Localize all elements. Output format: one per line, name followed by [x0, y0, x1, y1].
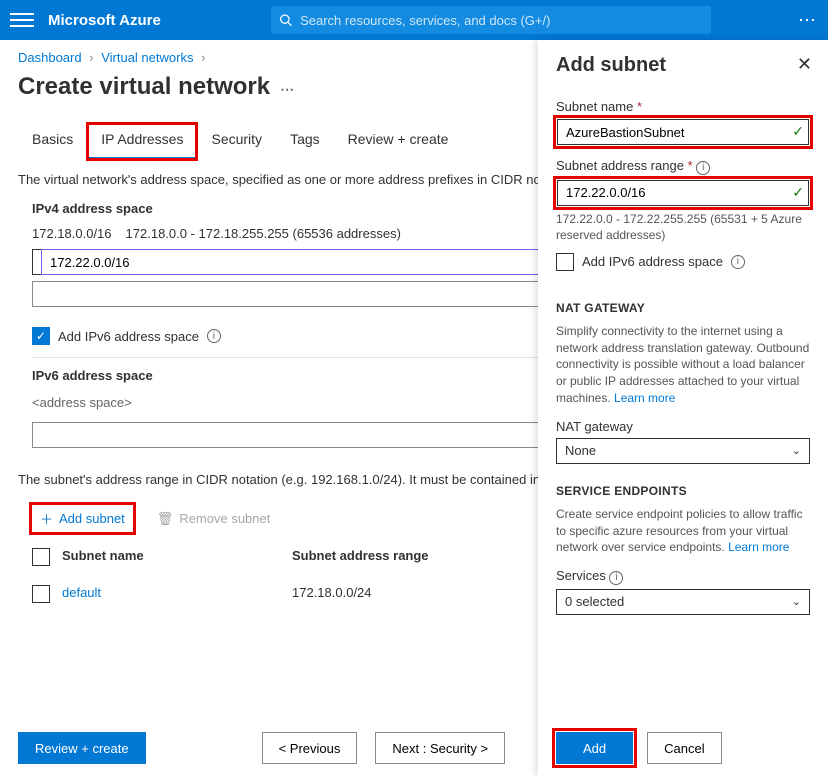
subnet-range-hint: 172.22.0.0 - 172.22.255.255 (65531 + 5 A…	[556, 211, 810, 243]
info-icon[interactable]: i	[609, 571, 623, 585]
nat-select-value: None	[565, 443, 596, 458]
chevron-down-icon: ⌄	[792, 444, 801, 457]
row-checkbox[interactable]	[32, 585, 50, 603]
previous-button[interactable]: < Previous	[262, 732, 358, 764]
tab-review[interactable]: Review + create	[334, 123, 463, 160]
select-all-checkbox[interactable]	[32, 548, 50, 566]
trash-icon: 🗑	[157, 511, 174, 527]
search-icon	[279, 13, 292, 27]
check-icon: ✓	[792, 123, 804, 140]
main-content: Dashboard › Virtual networks › Create vi…	[0, 40, 828, 776]
panel-ipv6-label: Add IPv6 address space	[582, 254, 723, 269]
subnet-name-input[interactable]	[557, 119, 809, 145]
subnet-name-field[interactable]: ✓	[556, 118, 810, 146]
search-input[interactable]	[300, 13, 703, 28]
global-search[interactable]	[271, 6, 711, 34]
ipv4-existing-cidr: 172.18.0.0/16	[32, 226, 112, 241]
nat-gateway-select[interactable]: None ⌄	[556, 438, 810, 464]
nat-gateway-label: NAT gateway	[556, 419, 810, 434]
services-select[interactable]: 0 selected ⌄	[556, 589, 810, 615]
brand-label: Microsoft Azure	[48, 12, 161, 29]
hamburger-icon[interactable]	[10, 13, 34, 27]
close-icon[interactable]: ✕	[797, 54, 812, 75]
more-icon[interactable]: ⋯	[798, 10, 818, 31]
panel-footer: Add Cancel	[556, 732, 810, 764]
panel-ipv6-row: Add IPv6 address space i	[556, 243, 810, 281]
remove-subnet-label: Remove subnet	[179, 511, 270, 526]
subnet-name-link[interactable]: default	[62, 585, 101, 600]
col-subnet-name: Subnet name	[62, 548, 292, 569]
se-learn-more-link[interactable]: Learn more	[728, 540, 789, 554]
se-section-header: SERVICE ENDPOINTS	[556, 484, 810, 498]
add-button[interactable]: Add	[556, 732, 633, 764]
tab-ip-addresses[interactable]: IP Addresses	[87, 123, 197, 160]
nat-learn-more-link[interactable]: Learn more	[614, 391, 675, 405]
subnet-range-input[interactable]	[557, 180, 809, 206]
chevron-right-icon: ›	[89, 50, 93, 65]
subnet-range-label: Subnet address range * i	[556, 158, 810, 175]
tab-basics[interactable]: Basics	[18, 123, 87, 160]
plus-icon: ＋	[40, 509, 53, 528]
next-button[interactable]: Next : Security >	[375, 732, 505, 764]
breadcrumb-dashboard[interactable]: Dashboard	[18, 50, 82, 65]
remove-subnet-button: 🗑 Remove subnet	[149, 507, 279, 531]
info-icon[interactable]: i	[696, 161, 710, 175]
ipv6-checkbox-label: Add IPv6 address space	[58, 329, 199, 344]
add-subnet-button[interactable]: ＋ Add subnet	[32, 505, 133, 532]
add-subnet-panel: ✕ Add subnet Subnet name * ✓ Subnet addr…	[538, 40, 828, 776]
services-select-value: 0 selected	[565, 594, 624, 609]
panel-title: Add subnet	[556, 54, 810, 77]
add-subnet-label: Add subnet	[59, 511, 125, 526]
subnet-name-label: Subnet name *	[556, 99, 810, 114]
ipv6-checkbox[interactable]: ✓	[32, 327, 50, 345]
panel-ipv6-checkbox[interactable]	[556, 253, 574, 271]
tab-tags[interactable]: Tags	[276, 123, 334, 160]
page-more-icon[interactable]: ⋯	[280, 81, 296, 97]
info-icon[interactable]: i	[731, 255, 745, 269]
review-create-button[interactable]: Review + create	[18, 732, 146, 764]
breadcrumb-vnets[interactable]: Virtual networks	[101, 50, 193, 65]
check-icon: ✓	[792, 184, 804, 201]
nat-description: Simplify connectivity to the internet us…	[556, 323, 810, 407]
nat-section-header: NAT GATEWAY	[556, 301, 810, 315]
tab-security[interactable]: Security	[197, 123, 276, 160]
cancel-button[interactable]: Cancel	[647, 732, 721, 764]
top-bar: Microsoft Azure ⋯	[0, 0, 828, 40]
services-label: Services i	[556, 568, 810, 585]
chevron-right-icon: ›	[201, 50, 205, 65]
page-title-text: Create virtual network	[18, 73, 270, 100]
se-description: Create service endpoint policies to allo…	[556, 506, 810, 556]
info-icon[interactable]: i	[207, 329, 221, 343]
ipv4-existing-range: 172.18.0.0 - 172.18.255.255 (65536 addre…	[126, 226, 401, 241]
chevron-down-icon: ⌄	[792, 595, 801, 608]
subnet-range-field[interactable]: ✓	[556, 179, 810, 207]
